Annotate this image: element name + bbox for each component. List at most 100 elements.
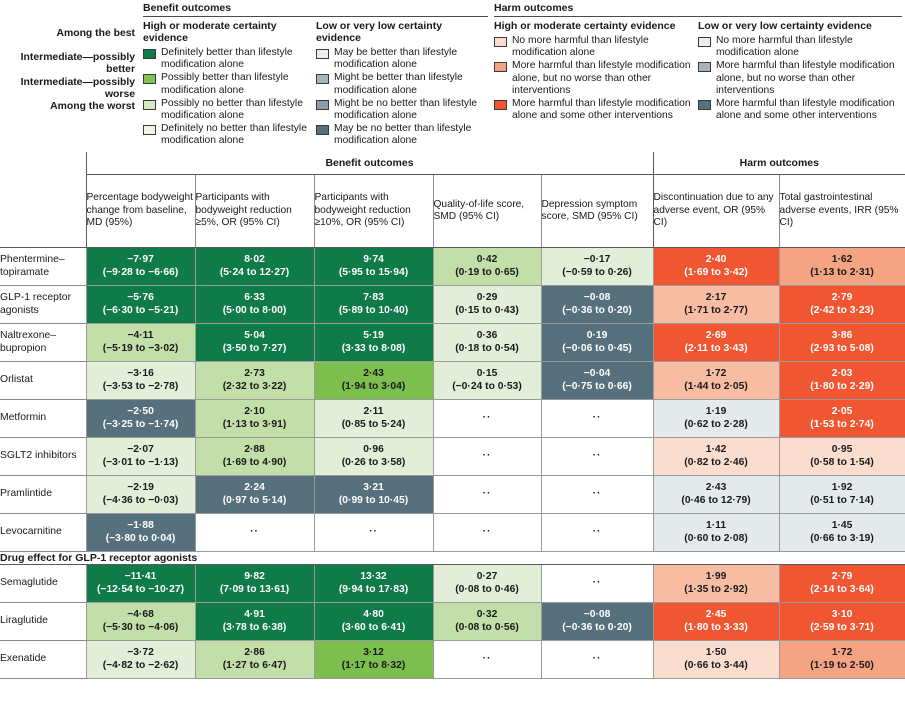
row-label: Semaglutide bbox=[0, 564, 86, 603]
cell-confidence-interval: (3·78 to 6·38) bbox=[222, 621, 287, 633]
cell-value: 3·86 bbox=[831, 329, 853, 341]
table-row: Semaglutide −11·41 (−12·54 to −10·27) 9·82(… bbox=[0, 564, 905, 603]
cell-value: 3·21 bbox=[363, 481, 384, 493]
legend-item: May be better than lifestyle modificatio… bbox=[316, 47, 488, 71]
legend-item-label: No more harmful than lifestyle modificat… bbox=[716, 35, 853, 59]
row-label: Pramlintide bbox=[0, 475, 86, 514]
legend-item-label: Might be better than lifestyle modificat… bbox=[334, 72, 463, 96]
cell-confidence-interval: (−4·82 to −2·62) bbox=[102, 659, 179, 671]
legend-items: May be better than lifestyle modificatio… bbox=[316, 47, 488, 148]
legend-item: No more harmful than lifestyle modificat… bbox=[698, 35, 902, 59]
cell-value: 8·02 bbox=[244, 253, 265, 265]
data-cell: 0·36 (0·18 to 0·54) bbox=[432, 323, 542, 362]
cell-confidence-interval: (0·99 to 10·45) bbox=[338, 494, 409, 506]
data-cell: 7·83 (5·89 to 10·40) bbox=[313, 285, 434, 324]
data-cell: −5·76 (−6·30 to −5·21) bbox=[85, 285, 196, 324]
cell-confidence-interval: (1·80 to 3·33) bbox=[684, 621, 748, 633]
color-swatch-icon bbox=[494, 62, 507, 73]
data-cell: 5·19 (3·33 to 8·08) bbox=[313, 323, 434, 362]
cell-no-data: ·· bbox=[592, 450, 602, 462]
cell-value: 5·04 bbox=[244, 329, 265, 341]
cell-value: −0·04 bbox=[583, 367, 611, 379]
cell-no-data: ·· bbox=[592, 653, 602, 665]
data-cell: 2·40 (1·69 to 3·42) bbox=[652, 247, 780, 286]
data-cell: −0·17 (−0·59 to 0·26) bbox=[540, 247, 654, 286]
cell-confidence-interval: (0·66 to 3·44) bbox=[684, 659, 748, 671]
data-cell: ·· bbox=[540, 513, 654, 552]
cell-confidence-interval: (9·94 to 17·83) bbox=[338, 583, 409, 595]
cell-confidence-interval: (0·19 to 0·65) bbox=[455, 266, 519, 278]
legend-group-title: Harm outcomes bbox=[494, 2, 574, 14]
legend-item: Might be better than lifestyle modificat… bbox=[316, 72, 488, 96]
data-cell: 2·43 (1·94 to 3·04) bbox=[313, 361, 434, 400]
cell-confidence-interval: (0·85 to 5·24) bbox=[341, 418, 406, 430]
legend-item-label: Definitely better than lifestyle modific… bbox=[161, 47, 293, 71]
cell-confidence-interval: (2·14 to 3·64) bbox=[810, 583, 874, 595]
data-cell: 4·80 (3·60 to 6·41) bbox=[313, 602, 434, 641]
cell-confidence-interval: (0·51 to 7·14) bbox=[810, 494, 874, 506]
table-row: Levocarnitine −1·88 (−3·80 to 0·04) ·· ·· ·· ·… bbox=[0, 513, 905, 552]
data-cell: 0·27 (0·08 to 0·46) bbox=[432, 564, 542, 603]
legend-row-labels: Among the best Intermediate—possibly bet… bbox=[0, 28, 140, 126]
data-cell: 13·32 (9·94 to 17·83) bbox=[313, 564, 434, 603]
legend-subhead: High or moderate certainty evidence bbox=[494, 20, 676, 32]
cell-confidence-interval: (1·80 to 2·29) bbox=[810, 380, 874, 392]
cell-value: 2·79 bbox=[831, 570, 853, 582]
table-row: GLP-1 receptor agonists −5·76 (−6·30 to −5… bbox=[0, 285, 905, 324]
data-cell: −4·11 (−5·19 to −3·02) bbox=[85, 323, 196, 362]
cell-confidence-interval: (−0·75 to 0·66) bbox=[562, 380, 632, 392]
cell-value: −2·19 bbox=[127, 481, 154, 493]
legend-item-label: May be better than lifestyle modificatio… bbox=[334, 47, 458, 71]
cell-confidence-interval: (−0·24 to 0·53) bbox=[452, 380, 522, 392]
cell-confidence-interval: (1·17 to 8·32) bbox=[341, 659, 406, 671]
data-cell: 2·88 (1·69 to 4·90) bbox=[194, 437, 315, 476]
data-cell: ·· bbox=[432, 399, 542, 438]
cell-value: 1·99 bbox=[705, 570, 727, 582]
data-cell: 4·91 (3·78 to 6·38) bbox=[194, 602, 315, 641]
data-cell: ·· bbox=[432, 437, 542, 476]
data-cell: 3·12 (1·17 to 8·32) bbox=[313, 640, 434, 679]
legend-item: Definitely better than lifestyle modific… bbox=[143, 47, 316, 71]
cell-value: 2·17 bbox=[705, 291, 727, 303]
legend-item-label: Definitely no better than lifestyle modi… bbox=[161, 123, 307, 147]
color-swatch-icon bbox=[143, 99, 156, 110]
cell-no-data: ·· bbox=[482, 412, 492, 424]
data-cell: ·· bbox=[313, 513, 434, 552]
table-group-header-row: Benefit outcomes Harm outcomes bbox=[0, 152, 905, 175]
cell-value: −5·76 bbox=[127, 291, 154, 303]
cell-value: 1·50 bbox=[705, 646, 727, 658]
cell-value: 0·36 bbox=[476, 329, 498, 341]
data-cell: −3·16 (−3·53 to −2·78) bbox=[85, 361, 196, 400]
data-cell: −4·68 (−5·30 to −4·06) bbox=[85, 602, 196, 641]
cell-confidence-interval: (5·00 to 8·00) bbox=[222, 304, 287, 316]
color-swatch-icon bbox=[698, 37, 711, 47]
cell-value: 2·45 bbox=[705, 608, 727, 620]
cell-value: 1·45 bbox=[831, 519, 853, 531]
table-row: Pramlintide −2·19 (−4·36 to −0·03) 2·24 (0·9… bbox=[0, 475, 905, 514]
cell-value: 0·32 bbox=[476, 608, 498, 620]
data-cell: −3·72 (−4·82 to −2·62) bbox=[85, 640, 196, 679]
data-cell: 1·99 (1·35 to 2·92) bbox=[652, 564, 780, 603]
color-swatch-icon bbox=[316, 125, 329, 136]
cell-value: 2·24 bbox=[244, 481, 265, 493]
cell-value: 0·95 bbox=[831, 443, 853, 455]
column-header: Participants with bodyweight reduction ≥… bbox=[313, 174, 433, 248]
cell-value: 0·27 bbox=[476, 570, 498, 582]
legend-row-label: Among the best bbox=[56, 28, 135, 39]
data-cell: 9·74 (5·95 to 15·94) bbox=[313, 247, 434, 286]
legend-item: Definitely no better than lifestyle modi… bbox=[143, 123, 316, 147]
cell-value: −2·07 bbox=[127, 443, 154, 455]
cell-confidence-interval: (−5·30 to −4·06) bbox=[102, 621, 179, 633]
cell-confidence-interval: (0·18 to 0·54) bbox=[455, 342, 519, 354]
cell-confidence-interval: (0·60 to 2·08) bbox=[684, 532, 748, 544]
cell-confidence-interval: (5·89 to 10·40) bbox=[338, 304, 409, 316]
cell-confidence-interval: (3·60 to 6·41) bbox=[341, 621, 406, 633]
legend-item: Possibly better than lifestyle modificat… bbox=[143, 72, 316, 96]
column-header: Quality-of-life score, SMD (95% CI) bbox=[432, 174, 541, 248]
cell-value: −0·17 bbox=[583, 253, 611, 265]
cell-value: 1·92 bbox=[831, 481, 853, 493]
cell-confidence-interval: (2·93 to 5·08) bbox=[810, 342, 874, 354]
cell-confidence-interval: (2·32 to 3·22) bbox=[222, 380, 287, 392]
table-row: Naltrexone–bupropion −4·11 (−5·19 to −3·02… bbox=[0, 323, 905, 362]
data-cell: −0·04 (−0·75 to 0·66) bbox=[540, 361, 654, 400]
